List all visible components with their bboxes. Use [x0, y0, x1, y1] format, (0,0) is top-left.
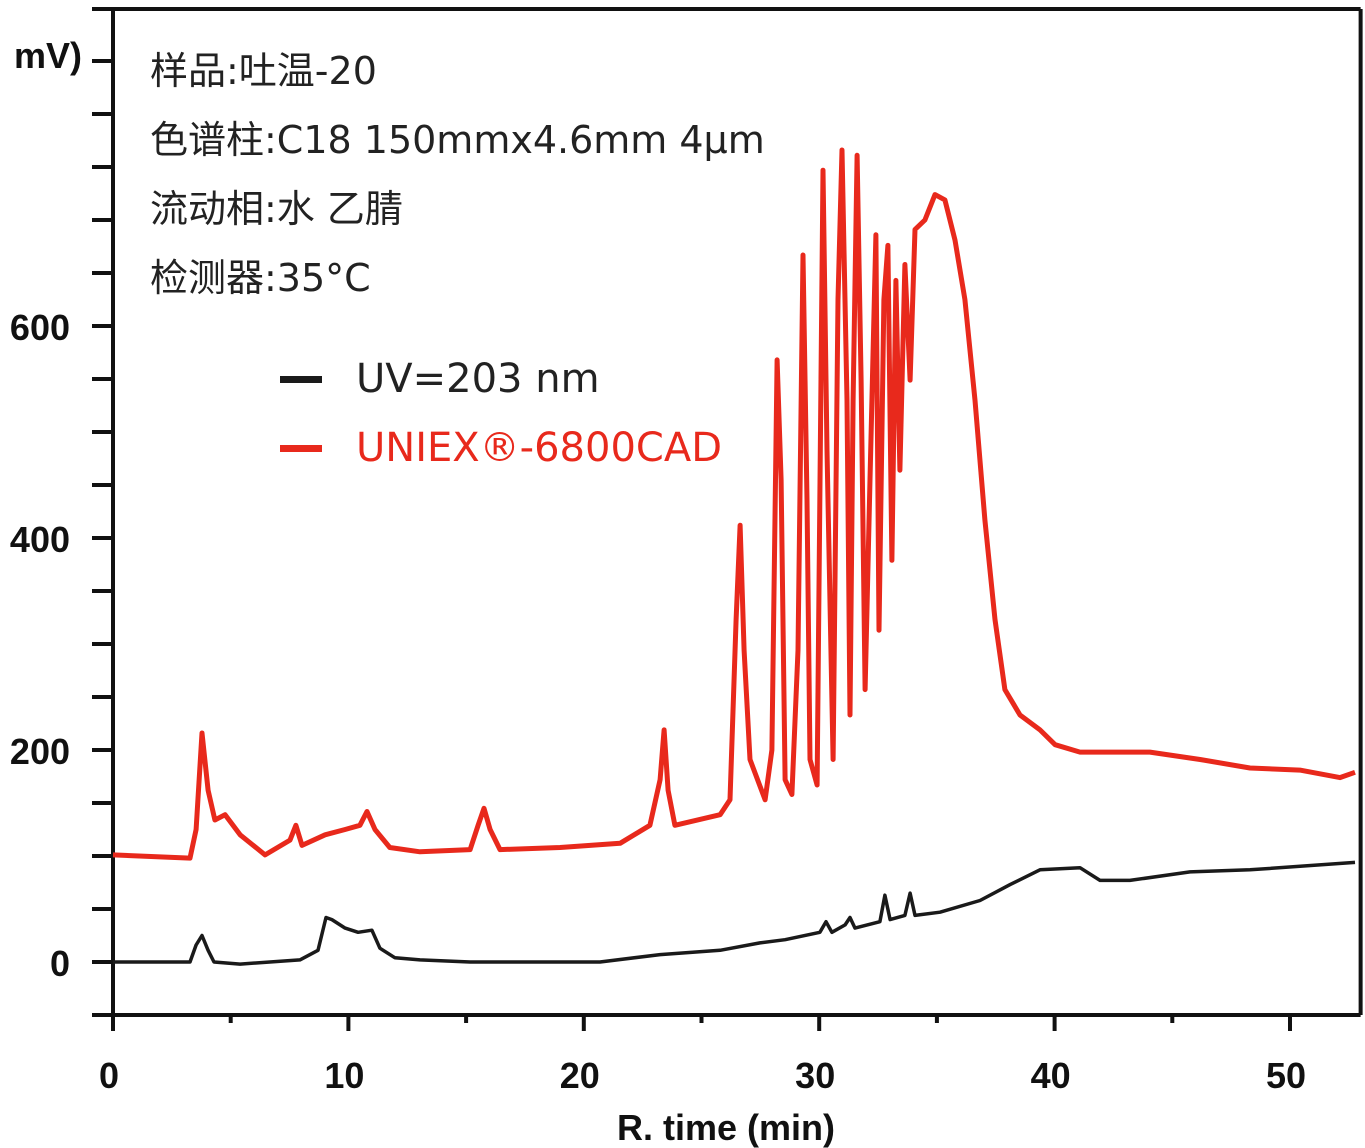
x-tick-label: 10: [324, 1055, 364, 1096]
legend-entry-uv: UV=203 nm: [356, 356, 600, 402]
annotation-column: 色谱柱:C18 150mmx4.6mm 4µm: [150, 118, 765, 162]
series-line-cad: [112, 147, 1356, 861]
legend-entry-cad: UNIEX®-6800CAD: [356, 425, 722, 471]
x-tick-label: 30: [795, 1055, 835, 1096]
x-tick-label: 40: [1031, 1055, 1071, 1096]
series-line-uv: [113, 860, 1356, 966]
x-tick-label: 0: [99, 1055, 119, 1096]
y-axis-label: mV): [14, 35, 82, 76]
ticks: [92, 59, 1292, 1031]
legend-swatch-cad: [280, 445, 322, 452]
x-tick-label: 50: [1266, 1055, 1306, 1096]
annotation-sample: 样品:吐温-20: [150, 49, 377, 93]
tick-labels: 0 10 20 30 40 50 0 200 400 600: [10, 307, 1306, 1096]
y-tick-label: 0: [50, 943, 70, 984]
y-tick-label: 400: [10, 519, 70, 560]
y-tick-label: 600: [10, 307, 70, 348]
annotation-mobile-phase: 流动相:水 乙腈: [150, 187, 403, 231]
axes: [92, 7, 1363, 1019]
y-tick-label: 200: [10, 731, 70, 772]
annotation-detector: 检测器:35°C: [150, 256, 371, 300]
x-axis-label: R. time (min): [617, 1107, 835, 1148]
legend-swatch-uv: [280, 376, 322, 383]
x-tick-label: 20: [560, 1055, 600, 1096]
series-lines: [112, 147, 1356, 966]
